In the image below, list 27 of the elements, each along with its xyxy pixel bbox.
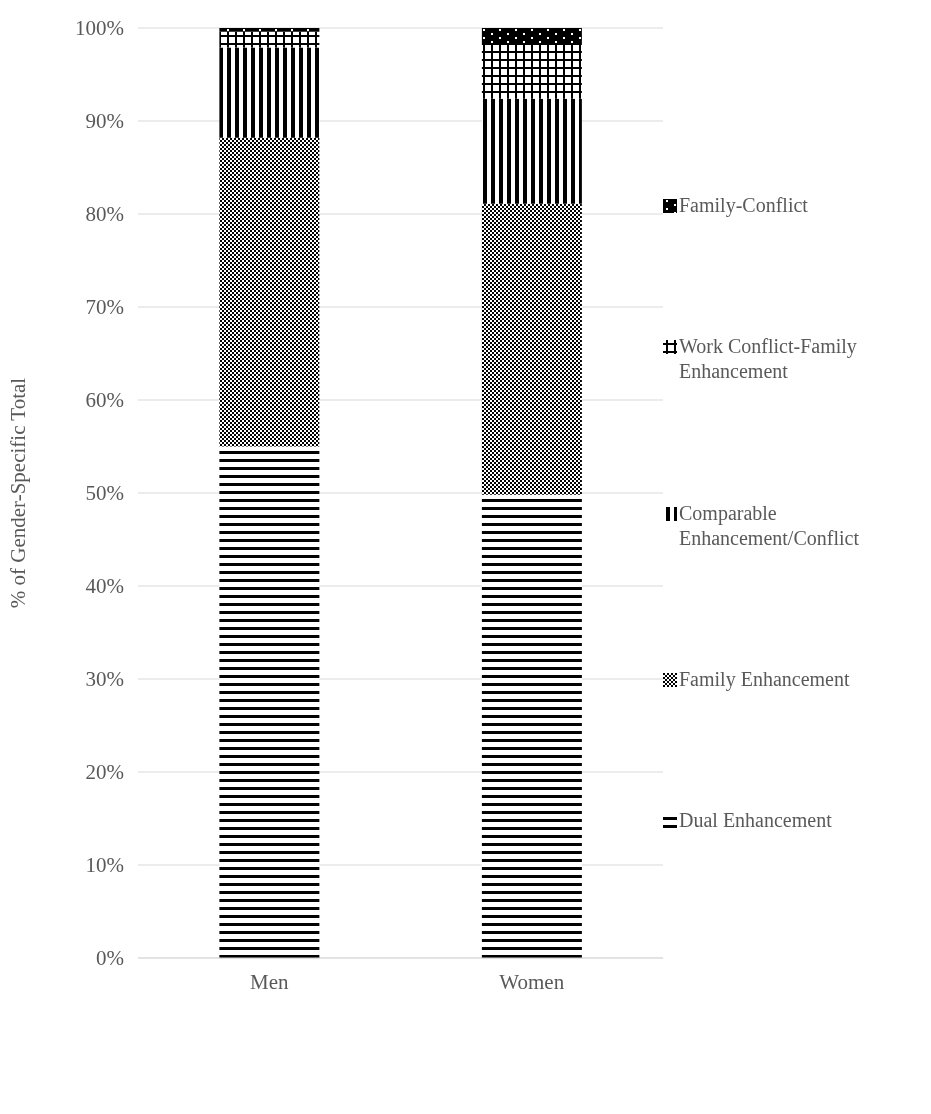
bar [481,203,582,495]
y-tick-label: 80% [85,202,124,227]
y-tick-label: 30% [85,667,124,692]
y-tick-label: 60% [85,388,124,413]
legend-label: Work Conflict-Family Enhancement [679,334,858,385]
legend-label: Family Enhancement [679,666,850,692]
bar [481,42,582,99]
x-tick-label: Men [250,969,289,994]
y-tick-label: 20% [85,760,124,785]
x-tick-label: Women [499,969,565,994]
bar [481,28,582,43]
bar [219,47,320,138]
y-tick-label: 40% [85,574,124,599]
bar [219,137,320,447]
y-tick-label: 0% [96,946,124,971]
bar [219,28,320,32]
y-tick-label: 90% [85,109,124,134]
y-tick-label: 70% [85,295,124,320]
y-tick-label: 100% [75,16,124,41]
legend-label: Comparable Enhancement/Conflict [679,500,860,551]
y-axis-title: % of Gender-Specific Total [6,377,31,609]
y-tick-label: 50% [85,481,124,506]
legend-label: Family-Conflict [679,193,808,218]
bar [481,98,582,204]
y-tick-label: 10% [85,853,124,878]
bar [219,31,320,48]
legend-label: Dual Enhancement [679,808,832,833]
